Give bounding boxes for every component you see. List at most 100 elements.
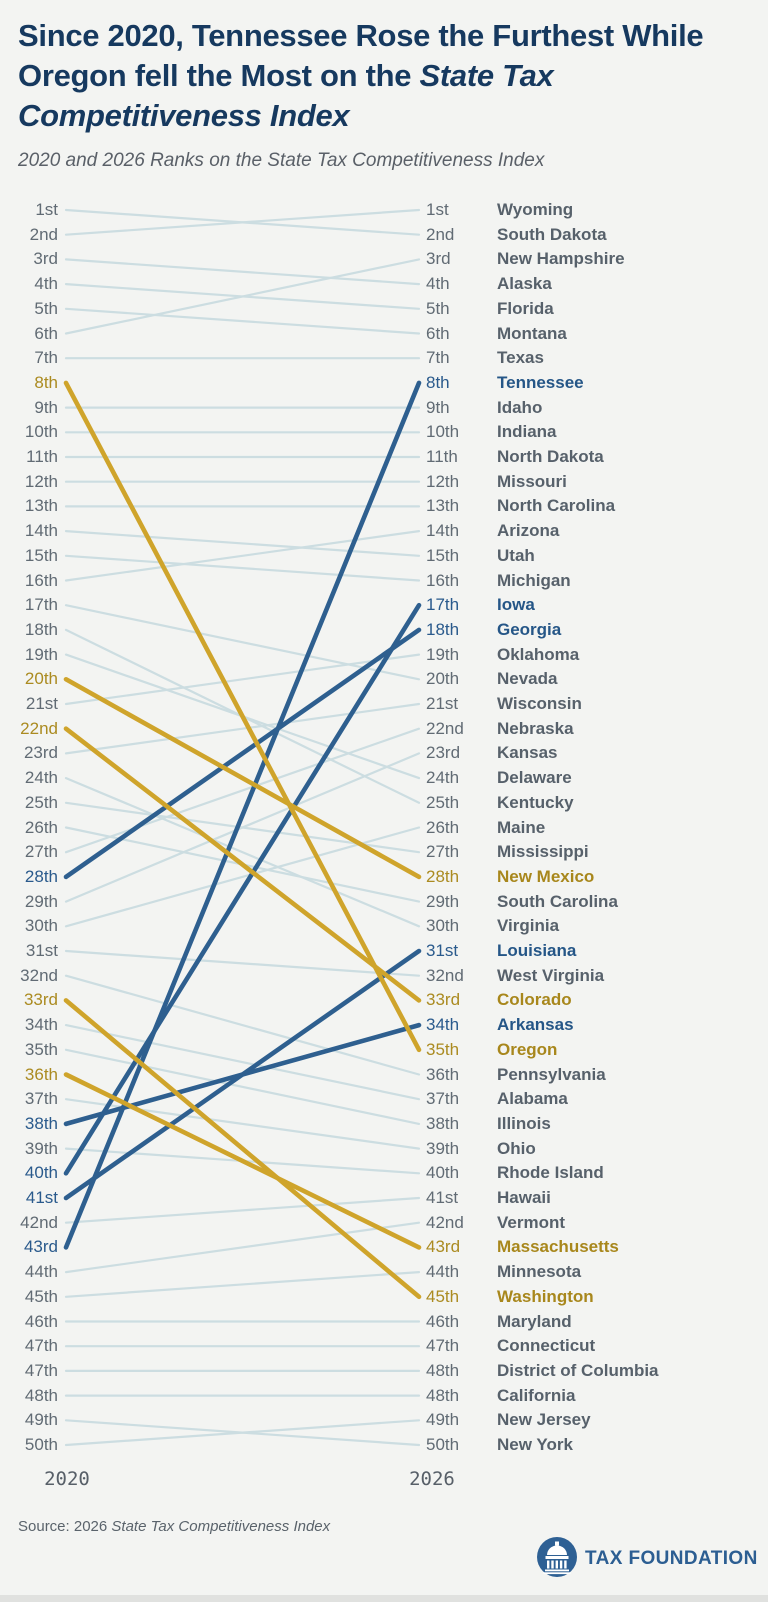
state-label-idaho: Idaho xyxy=(497,397,543,417)
rank-2026-label-south-dakota: 2nd xyxy=(426,224,455,244)
state-label-kentucky: Kentucky xyxy=(497,792,574,812)
rank-2026-label-illinois: 38th xyxy=(426,1113,460,1133)
page-title: Since 2020, Tennessee Rose the Furthest … xyxy=(18,16,754,136)
state-label-new-york: New York xyxy=(497,1435,573,1454)
rank-2026-label-massachusetts: 43rd xyxy=(426,1237,461,1257)
state-label-pennsylvania: Pennsylvania xyxy=(497,1064,606,1084)
state-label-new-hampshire: New Hampshire xyxy=(497,249,625,269)
rank-2020-label-georgia: 28th xyxy=(24,866,58,886)
rank-2026-label-alaska: 4th xyxy=(426,274,450,294)
state-label-new-mexico: New Mexico xyxy=(497,866,595,886)
slope-line-utah xyxy=(64,529,421,557)
state-label-missouri: Missouri xyxy=(497,471,567,491)
rank-2020-label-rhode-island: 39th xyxy=(24,1138,58,1158)
rank-2026-label-oregon: 35th xyxy=(426,1039,460,1059)
slope-line-oklahoma xyxy=(64,653,421,706)
state-label-arkansas: Arkansas xyxy=(497,1015,574,1035)
rank-2020-label-florida: 4th xyxy=(34,274,58,294)
slope-line-arizona xyxy=(64,529,421,582)
rank-2026-label-california: 48th xyxy=(426,1385,460,1405)
slope-line-new-mexico xyxy=(63,676,422,880)
rank-2026-label-wisconsin: 21st xyxy=(426,694,459,713)
state-label-west-virginia: West Virginia xyxy=(497,965,605,985)
rank-2020-label-vermont: 44th xyxy=(24,1262,58,1282)
rank-2026-label-new-jersey: 49th xyxy=(426,1410,460,1430)
rank-2026-label-arizona: 14th xyxy=(426,521,460,541)
state-label-north-carolina: North Carolina xyxy=(497,496,616,516)
state-label-connecticut: Connecticut xyxy=(497,1336,596,1356)
rank-2026-label-rhode-island: 40th xyxy=(426,1163,460,1183)
rank-2026-label-mississippi: 27th xyxy=(426,842,460,862)
rank-2026-label-montana: 6th xyxy=(426,323,450,343)
rank-2020-label-mississippi: 25th xyxy=(24,792,58,812)
rank-2020-label-missouri: 12th xyxy=(24,471,58,491)
rank-2020-label-delaware: 19th xyxy=(24,644,58,664)
rank-2026-label-ohio: 39th xyxy=(426,1138,460,1158)
rank-2020-label-indiana: 10th xyxy=(24,422,58,442)
rank-2026-label-virginia: 30th xyxy=(426,916,460,936)
rank-2020-label-pennsylvania: 32nd xyxy=(20,965,58,985)
state-label-louisiana: Louisiana xyxy=(497,941,577,960)
rank-2026-label-delaware: 24th xyxy=(426,768,460,788)
state-label-montana: Montana xyxy=(497,323,567,343)
state-label-maine: Maine xyxy=(497,817,546,837)
tax-foundation-logo: TAX FOUNDATION xyxy=(536,1536,758,1580)
rank-2026-label-iowa: 17th xyxy=(426,595,460,615)
slope-line-minnesota xyxy=(64,1270,421,1298)
rank-2020-label-west-virginia: 31st xyxy=(25,941,58,960)
rank-2026-label-new-hampshire: 3rd xyxy=(426,249,451,269)
rank-2020-label-massachusetts: 36th xyxy=(24,1064,58,1084)
slope-line-hawaii xyxy=(64,1196,421,1224)
rank-2020-label-utah: 14th xyxy=(24,521,58,541)
state-label-maryland: Maryland xyxy=(497,1311,572,1331)
axis-label-2020: 2020 xyxy=(44,1468,90,1490)
rank-2026-label-minnesota: 44th xyxy=(426,1262,460,1282)
rank-2020-label-oklahoma: 21st xyxy=(25,694,58,713)
rank-2020-label-north-dakota: 11th xyxy=(26,447,58,466)
state-label-alaska: Alaska xyxy=(497,274,552,294)
rank-2020-label-ohio: 37th xyxy=(24,1089,58,1109)
rank-2026-label-connecticut: 47th xyxy=(426,1336,460,1356)
state-label-minnesota: Minnesota xyxy=(497,1262,582,1282)
rank-2026-label-idaho: 9th xyxy=(426,397,450,417)
state-label-south-dakota: South Dakota xyxy=(497,224,607,244)
state-label-texas: Texas xyxy=(497,348,544,368)
rank-2020-label-north-carolina: 13th xyxy=(24,496,58,516)
rank-2026-label-georgia: 18th xyxy=(426,619,460,639)
slope-line-georgia xyxy=(63,627,422,880)
source-note: Source: 2026 State Tax Competitiveness I… xyxy=(18,1518,330,1535)
title-normal-part: Since 2020, Tennessee Rose the Furthest … xyxy=(18,18,704,93)
rank-2020-label-arkansas: 38th xyxy=(24,1113,58,1133)
rank-2026-label-maine: 26th xyxy=(426,817,460,837)
slope-line-arkansas xyxy=(63,1022,422,1127)
rank-2026-label-district-of-columbia: 48th xyxy=(426,1360,460,1380)
rank-2020-label-tennessee: 43rd xyxy=(23,1237,58,1257)
state-label-district-of-columbia: District of Columbia xyxy=(497,1360,659,1380)
rank-2020-label-louisiana: 41st xyxy=(25,1188,58,1207)
rank-2026-label-utah: 15th xyxy=(426,545,460,565)
state-label-colorado: Colorado xyxy=(497,990,572,1010)
rank-2026-label-north-dakota: 11th xyxy=(426,447,458,466)
rank-2020-label-texas: 7th xyxy=(34,348,58,368)
slope-line-iowa xyxy=(63,602,422,1176)
rank-2020-label-maine: 30th xyxy=(24,916,58,936)
rank-2020-label-oregon: 8th xyxy=(34,372,58,392)
rank-2026-label-kentucky: 25th xyxy=(426,792,460,812)
rank-2026-label-maryland: 46th xyxy=(426,1311,460,1331)
axis-label-2026: 2026 xyxy=(409,1468,455,1490)
rank-2026-label-pennsylvania: 36th xyxy=(426,1064,460,1084)
slope-line-michigan xyxy=(64,554,421,582)
rank-2026-label-florida: 5th xyxy=(426,298,450,318)
rank-2020-label-new-york: 49th xyxy=(24,1410,58,1430)
rank-2026-label-new-mexico: 28th xyxy=(426,866,460,886)
rank-2020-label-wisconsin: 23rd xyxy=(23,743,58,763)
rank-2020-label-district-of-columbia: 47th xyxy=(24,1360,58,1380)
rank-2020-label-minnesota: 45th xyxy=(24,1286,58,1306)
state-label-north-dakota: North Dakota xyxy=(497,447,604,466)
state-label-california: California xyxy=(497,1385,576,1405)
state-label-oregon: Oregon xyxy=(497,1039,558,1059)
state-label-hawaii: Hawaii xyxy=(497,1188,551,1207)
state-label-iowa: Iowa xyxy=(497,595,535,615)
